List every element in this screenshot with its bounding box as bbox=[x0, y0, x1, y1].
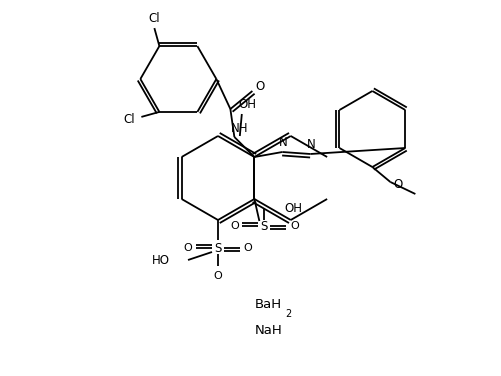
Text: BaH: BaH bbox=[255, 299, 282, 311]
Text: HO: HO bbox=[152, 253, 170, 267]
Text: OH: OH bbox=[285, 202, 303, 214]
Text: O: O bbox=[213, 271, 222, 281]
Text: O: O bbox=[290, 221, 299, 231]
Text: O: O bbox=[256, 79, 265, 92]
Text: O: O bbox=[230, 221, 239, 231]
Text: Cl: Cl bbox=[124, 114, 135, 126]
Text: O: O bbox=[393, 179, 403, 191]
Text: 2: 2 bbox=[285, 309, 291, 319]
Text: OH: OH bbox=[239, 97, 257, 111]
Text: NaH: NaH bbox=[255, 323, 283, 337]
Text: NH: NH bbox=[230, 123, 248, 135]
Text: O: O bbox=[184, 243, 192, 253]
Text: O: O bbox=[243, 243, 253, 253]
Text: N: N bbox=[279, 135, 288, 149]
Text: Cl: Cl bbox=[149, 12, 160, 24]
Text: S: S bbox=[214, 241, 221, 255]
Text: N: N bbox=[307, 138, 316, 150]
Text: S: S bbox=[261, 220, 268, 232]
